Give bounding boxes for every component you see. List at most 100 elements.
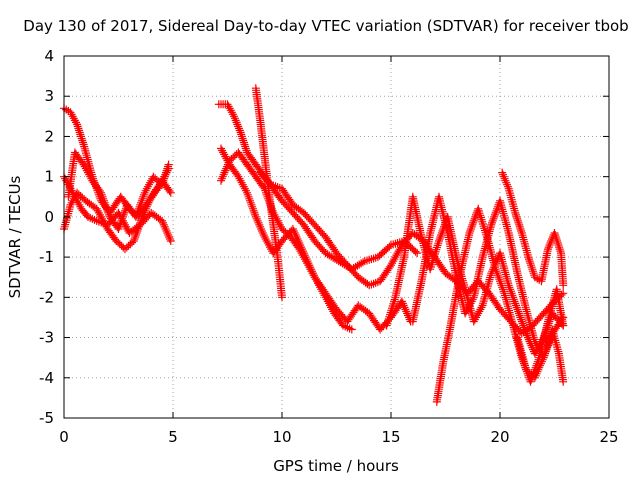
data-point (511, 299, 520, 308)
data-point (530, 373, 539, 382)
data-point (512, 303, 521, 312)
x-tick-label: 0 (59, 428, 69, 446)
data-point (399, 301, 408, 310)
data-point (122, 243, 131, 252)
data-point (546, 239, 555, 247)
data-point (494, 273, 503, 282)
data-point (131, 212, 140, 221)
data-point (554, 241, 563, 249)
data-point (118, 214, 127, 223)
data-point (137, 196, 146, 205)
data-point (131, 233, 140, 241)
data-point (143, 200, 152, 209)
data-point (229, 153, 238, 162)
series-track-12 (432, 204, 568, 406)
data-point (492, 267, 501, 276)
data-point (413, 249, 422, 258)
data-point (263, 239, 272, 247)
data-point (243, 190, 252, 199)
data-point (512, 301, 520, 310)
data-point (104, 208, 113, 217)
data-point (102, 202, 111, 211)
y-tick-label: 3 (44, 87, 54, 105)
data-point (511, 208, 520, 217)
data-point (528, 265, 537, 274)
data-point (165, 233, 174, 241)
data-point (489, 214, 498, 223)
data-point (435, 235, 444, 243)
data-point (555, 243, 564, 252)
data-point (528, 267, 537, 276)
data-point (234, 122, 243, 131)
data-point (517, 317, 526, 326)
data-point (117, 241, 126, 250)
data-point (136, 200, 145, 209)
data-point (241, 144, 250, 153)
data-point (239, 136, 248, 145)
data-point (240, 184, 249, 193)
data-point (116, 218, 125, 227)
data-point (466, 227, 475, 235)
data-point (525, 257, 534, 266)
data-point (498, 285, 507, 294)
series-track-8 (251, 84, 286, 302)
data-point (499, 172, 508, 181)
y-tick-label: 0 (44, 208, 54, 226)
series-track-14 (513, 325, 568, 386)
data-point (258, 229, 267, 237)
data-point (95, 187, 104, 195)
data-point (76, 130, 85, 139)
data-point (101, 220, 110, 229)
data-point (538, 355, 547, 364)
data-point (524, 253, 533, 262)
data-point (503, 182, 512, 191)
y-tick-label: -4 (39, 369, 54, 387)
data-point (531, 371, 540, 380)
data-point (469, 218, 478, 227)
data-point (503, 180, 512, 189)
data-point (515, 311, 524, 320)
data-point (555, 245, 564, 254)
data-point (134, 204, 143, 213)
data-point (506, 285, 515, 294)
data-point (278, 293, 286, 302)
data-point (251, 210, 260, 219)
data-point (435, 237, 443, 245)
data-point (75, 126, 83, 135)
data-point (165, 235, 174, 243)
data-point (139, 210, 148, 219)
data-point (160, 172, 169, 181)
data-point (400, 303, 409, 312)
data-point (508, 291, 517, 300)
data-point (504, 281, 513, 290)
data-point (553, 239, 562, 247)
data-point (559, 377, 568, 386)
data-point (469, 216, 478, 225)
data-point (164, 231, 173, 239)
data-point (468, 295, 477, 304)
data-point (257, 225, 266, 233)
data-point (529, 269, 538, 278)
data-point (253, 216, 262, 225)
data-point (222, 164, 231, 173)
data-point (68, 112, 77, 121)
data-point (533, 367, 542, 376)
y-tick-label: -2 (39, 288, 54, 306)
data-point (514, 307, 523, 316)
data-point (511, 210, 520, 219)
x-tick-label: 5 (168, 428, 178, 446)
data-point (164, 160, 173, 169)
data-point (223, 160, 232, 169)
data-point (321, 293, 330, 302)
data-point (100, 198, 109, 207)
data-point (137, 214, 146, 223)
data-point (513, 305, 522, 314)
data-point (465, 229, 474, 237)
data-point (133, 208, 142, 217)
data-point (500, 174, 509, 183)
y-tick-label: 1 (44, 168, 54, 186)
data-point (230, 112, 238, 121)
data-point (401, 305, 410, 314)
data-point (347, 325, 356, 334)
data-point (559, 281, 568, 290)
